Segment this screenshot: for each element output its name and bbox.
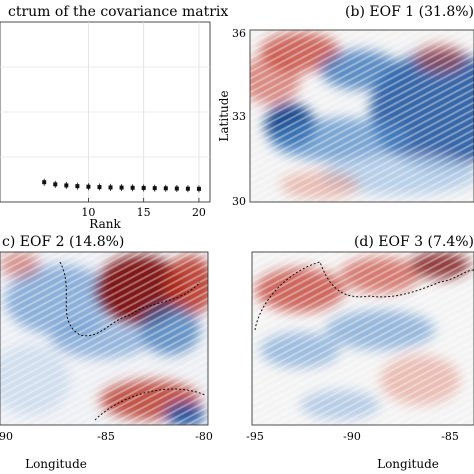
panel-d-xtick-90: -90 [343,430,361,443]
panel-b-frame [249,29,474,203]
panel-c-xtick-80: -80 [195,430,213,443]
panel-b: (b) EOF 1 (31.8%) 36 33 30 Latitude [217,4,474,208]
panel-d-contour [254,261,474,331]
panel-b-ytick-36: 36 [232,27,246,40]
panel-a-xticks: 10 15 20 [81,198,206,219]
panel-a-xlabel: Rank [89,217,121,231]
panel-c-map [0,252,208,425]
panel-a-xtick-label: 10 [81,206,95,219]
panel-c-title: c) EOF 2 (14.8%) [2,234,124,250]
panel-b-map [250,30,474,202]
panel-c: c) EOF 2 (14.8%) 90 -85 -80 Longitude [0,234,213,471]
panel-c-xlabel: Longitude [25,457,87,471]
panel-c-frame [0,251,209,426]
panel-d: (d) EOF 3 (7.4%) -95 -90 -85 Longitude [246,234,474,471]
panel-d-xtick-95: -95 [246,430,264,443]
panel-a-points [42,178,201,193]
panel-d-map [252,252,474,425]
panel-d-frame [251,251,474,426]
panel-d-xtick-85: -85 [441,430,459,443]
panel-a-grid [0,22,210,202]
panel-b-ytick-30: 30 [232,195,246,208]
panel-b-ytick-33: 33 [232,110,246,123]
panel-d-title: (d) EOF 3 (7.4%) [354,234,474,250]
panel-c-contour-lower [94,388,206,421]
panel-b-title: (b) EOF 1 (31.8%) [345,4,474,20]
panel-c-contour [59,261,201,337]
panel-c-xtick-90: 90 [0,430,13,443]
panel-a: ctrum of the covariance matrix 10 15 20 Ra… [0,4,228,231]
panel-c-xtick-85: -85 [97,430,115,443]
panel-a-xtick-label: 20 [192,206,206,219]
panel-d-xlabel: Longitude [377,457,439,471]
panel-a-xtick-label: 15 [137,206,151,219]
panel-a-title: ctrum of the covariance matrix [8,4,228,20]
panel-b-ylabel: Latitude [217,90,231,141]
